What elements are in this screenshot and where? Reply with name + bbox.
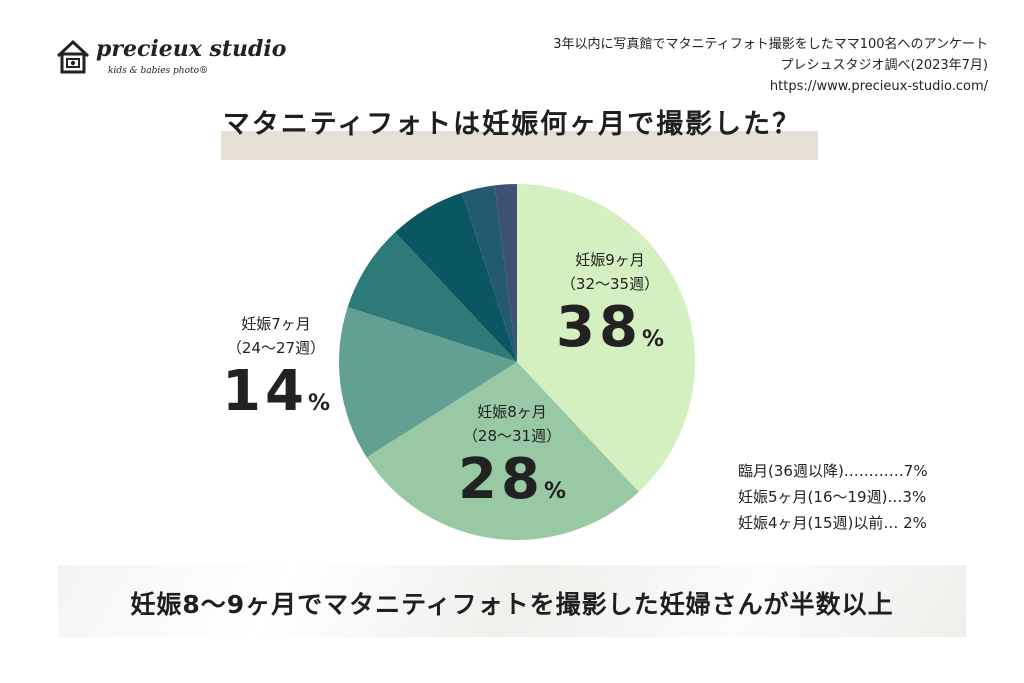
minor-slice-labels: 臨月(36週以降)…………7% 妊娠5ヶ月(16〜19週)…3% 妊娠4ヶ月(1…: [738, 458, 928, 536]
minor-label-rinzuki: 臨月(36週以降)…………7%: [738, 462, 928, 480]
house-camera-icon: [56, 39, 90, 74]
brand-name: precieux studio: [96, 36, 287, 62]
label-9-months: 妊娠9ヶ月 （32〜35週） 38%: [530, 248, 690, 372]
slice-range: （28〜31週）: [462, 427, 562, 445]
title-highlight: [221, 131, 818, 160]
summary-text: 妊娠8〜9ヶ月でマタニティフォトを撮影した妊婦さんが半数以上: [130, 590, 894, 619]
summary-banner: 妊娠8〜9ヶ月でマタニティフォトを撮影した妊婦さんが半数以上: [58, 565, 966, 637]
slice-percent: 38%: [556, 295, 664, 360]
minor-label-4-months: 妊娠4ヶ月(15週)以前… 2%: [738, 514, 927, 532]
brand-logo: precieux studio kids & babies photo®: [56, 36, 286, 84]
label-8-months: 妊娠8ヶ月 （28〜31週） 28%: [432, 400, 592, 524]
slice-range: （32〜35週）: [560, 275, 660, 293]
label-7-months: 妊娠7ヶ月 （24〜27週） 14%: [196, 312, 356, 436]
minor-label-5-months: 妊娠5ヶ月(16〜19週)…3%: [738, 488, 927, 506]
slice-name: 妊娠9ヶ月: [575, 251, 645, 269]
pie-slice-0: [517, 184, 695, 492]
source-line-1: 3年以内に写真館でマタニティフォト撮影をしたママ100名へのアンケート: [553, 37, 988, 52]
pie-slice-6: [494, 184, 517, 362]
pie-slice-1: [366, 362, 639, 541]
slice-name: 妊娠7ヶ月: [241, 315, 311, 333]
pie-slice-2: [338, 306, 517, 458]
survey-source: 3年以内に写真館でマタニティフォト撮影をしたママ100名へのアンケート プレシュ…: [553, 34, 988, 97]
slice-range: （24〜27週）: [226, 339, 326, 357]
source-line-2: プレシュスタジオ調べ(2023年7月): [780, 58, 989, 73]
source-url[interactable]: https://www.precieux-studio.com/: [769, 79, 988, 94]
pie-slice-4: [395, 192, 517, 362]
slice-name: 妊娠8ヶ月: [477, 403, 547, 421]
chart-title: マタニティフォトは妊娠何ヶ月で撮影した？: [222, 109, 802, 140]
pie-slice-5: [461, 185, 517, 362]
slice-percent: 28%: [458, 447, 566, 512]
brand-tagline: kids & babies photo®: [108, 66, 209, 76]
pie-slice-3: [347, 232, 517, 362]
slice-percent: 14%: [222, 359, 330, 424]
